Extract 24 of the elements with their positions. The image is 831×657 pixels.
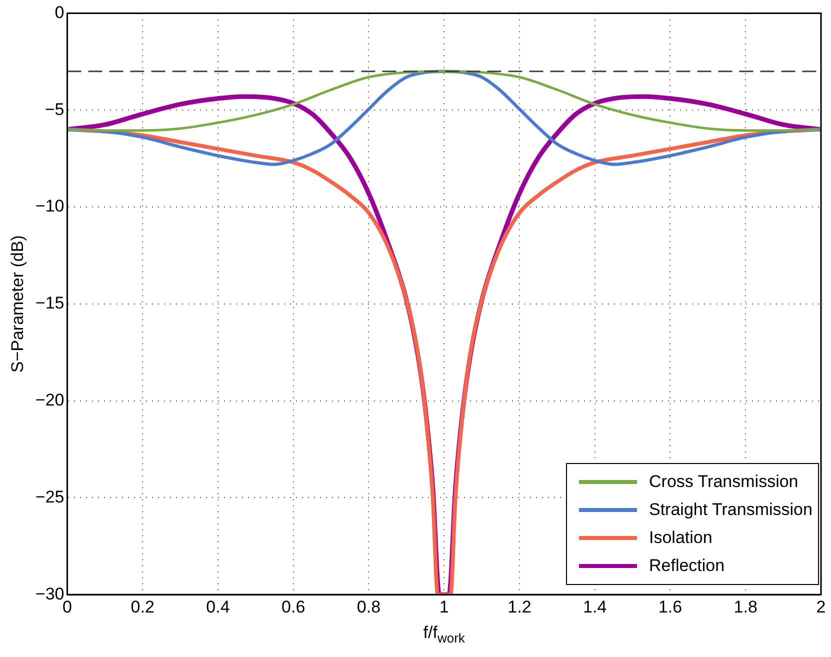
x-tick-label: 0.6 [282, 597, 306, 616]
x-tick-label: 0.8 [356, 597, 381, 616]
legend-label: Cross Transmission [649, 472, 798, 492]
x-tick-label: 0.4 [206, 597, 230, 616]
legend-label: Isolation [649, 528, 712, 548]
x-tick-label: 1.2 [508, 597, 532, 616]
x-axis-title: f/f$_{work}$ [423, 622, 465, 645]
y-tick-label: 0 [54, 2, 64, 22]
x-tick-label: 1 [439, 597, 449, 616]
y-tick-label: −30 [35, 584, 64, 604]
y-tick-label: −25 [35, 487, 64, 506]
legend-label: Straight Transmission [649, 500, 812, 520]
y-tick-label: −5 [44, 100, 64, 119]
x-tick-label: 1.6 [658, 597, 682, 616]
legend-label: Reflection [649, 556, 725, 576]
y-tick-label: −15 [35, 294, 64, 313]
line-series [67, 70, 821, 132]
y-axis-title: S−Parameter (dB) [8, 235, 27, 373]
x-tick-label: 1.8 [734, 597, 758, 616]
y-tick-label: −20 [35, 390, 64, 410]
x-tick-label: 2 [816, 597, 826, 616]
x-tick-label: 0.2 [130, 597, 154, 616]
y-tick-label: −10 [35, 196, 64, 216]
x-tick-label: 1.4 [583, 597, 607, 616]
